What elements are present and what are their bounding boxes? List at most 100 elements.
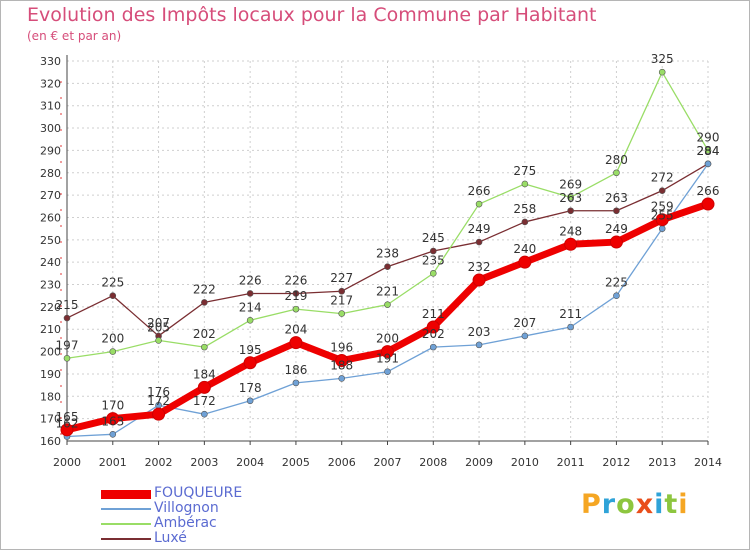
data-label-amberac: 202 xyxy=(193,327,216,341)
proxiti-logo: Proxiti xyxy=(581,489,689,520)
x-tick-label: 2005 xyxy=(282,456,310,469)
x-tick-label: 2003 xyxy=(190,456,218,469)
legend-swatch xyxy=(101,538,151,540)
data-label-fouqueure: 204 xyxy=(284,323,307,337)
data-point-luxe xyxy=(384,263,391,270)
data-label-amberac: 205 xyxy=(147,320,170,334)
data-label-fouqueure: 196 xyxy=(330,341,353,355)
data-label-luxe: 225 xyxy=(101,276,124,290)
data-label-luxe: 245 xyxy=(422,231,445,245)
data-point-villognon xyxy=(109,430,117,438)
logo-letter: x xyxy=(635,489,655,520)
y-tick-label: 260 xyxy=(40,211,61,224)
y-tick-label: 160 xyxy=(40,435,61,448)
data-label-amberac: 221 xyxy=(376,285,399,299)
data-point-luxe xyxy=(475,238,483,246)
y-tick-label: 180 xyxy=(40,390,61,403)
data-point-amberac xyxy=(384,301,391,308)
data-label-fouqueure: 259 xyxy=(651,200,674,214)
data-point-luxe xyxy=(63,314,71,322)
data-point-amberac xyxy=(246,316,254,324)
data-label-luxe: 249 xyxy=(468,222,491,236)
data-point-amberac xyxy=(155,337,162,344)
data-label-luxe: 284 xyxy=(697,144,720,158)
x-tick-label: 2004 xyxy=(236,456,264,469)
data-point-luxe xyxy=(567,207,574,215)
y-tick-label: 240 xyxy=(40,256,61,269)
data-label-amberac: 200 xyxy=(101,332,124,346)
data-point-villognon xyxy=(658,225,666,232)
data-point-villognon xyxy=(246,397,254,405)
data-point-villognon xyxy=(201,410,208,418)
data-label-fouqueure: 249 xyxy=(605,222,628,236)
data-label-villognon: 203 xyxy=(468,325,491,339)
data-label-fouqueure: 266 xyxy=(697,184,720,198)
data-label-villognon: 211 xyxy=(559,307,582,321)
data-label-luxe: 226 xyxy=(239,273,262,287)
grid-layer xyxy=(66,60,709,442)
data-point-villognon xyxy=(292,379,300,387)
data-label-villognon: 225 xyxy=(605,276,628,290)
data-label-villognon: 176 xyxy=(147,385,170,399)
data-label-villognon: 163 xyxy=(101,414,124,428)
y-tick-label: 190 xyxy=(40,368,61,381)
data-point-luxe xyxy=(338,287,346,295)
data-label-fouqueure: 172 xyxy=(147,394,170,408)
data-label-fouqueure: 232 xyxy=(468,260,491,274)
data-label-villognon: 255 xyxy=(651,209,674,223)
data-point-villognon xyxy=(613,292,620,300)
x-tick-label: 2014 xyxy=(694,456,722,469)
logo-letter: r xyxy=(601,489,617,520)
data-point-luxe xyxy=(658,187,666,194)
data-point-luxe xyxy=(521,218,529,226)
data-point-fouqueure xyxy=(426,320,440,334)
data-point-amberac xyxy=(658,68,666,76)
x-tick-label: 2001 xyxy=(99,456,127,469)
data-label-luxe: 215 xyxy=(56,298,79,312)
axis-layer: 160 170 180 190 200 210 220 230 240 250 260 270 280 2… xyxy=(40,55,722,469)
y-tick-label: 220 xyxy=(40,301,61,314)
data-point-fouqueure xyxy=(243,356,257,370)
data-label-fouqueure: 165 xyxy=(56,410,79,424)
data-point-amberac xyxy=(613,169,620,177)
data-point-amberac xyxy=(292,305,300,313)
data-label-amberac: 280 xyxy=(605,153,628,167)
data-point-villognon xyxy=(384,368,391,376)
data-label-luxe: 227 xyxy=(330,271,353,285)
y-tick-label: 290 xyxy=(40,144,61,157)
data-label-amberac: 266 xyxy=(468,184,491,198)
logo-letter: i xyxy=(678,489,689,520)
y-tick-label: 200 xyxy=(40,346,61,359)
x-tick-label: 2007 xyxy=(374,456,402,469)
data-point-amberac xyxy=(567,194,574,201)
data-label-amberac: 235 xyxy=(422,253,445,267)
x-tick-label: 2011 xyxy=(557,456,585,469)
data-point-luxe xyxy=(429,247,437,255)
data-label-amberac: 269 xyxy=(559,177,582,191)
data-label-amberac: 290 xyxy=(697,130,720,144)
data-point-fouqueure xyxy=(381,345,394,359)
data-label-villognon: 191 xyxy=(376,352,399,366)
y-tick-label: 300 xyxy=(40,122,61,135)
data-point-amberac xyxy=(109,348,117,355)
chart-title: Evolution des Impôts locaux pour la Comm… xyxy=(27,4,597,26)
legend-label: FOUQUEURE xyxy=(154,485,243,501)
data-label-fouqueure: 184 xyxy=(193,367,216,381)
y-tick-label: 170 xyxy=(40,413,61,426)
legend-swatch xyxy=(101,490,151,499)
chart-subtitle: (en € et par an) xyxy=(27,29,122,43)
data-point-luxe xyxy=(109,292,117,300)
data-point-amberac xyxy=(429,270,437,277)
logo-letter: o xyxy=(616,489,636,520)
data-label-amberac: 214 xyxy=(239,300,262,314)
data-point-luxe xyxy=(613,207,620,215)
data-label-luxe: 207 xyxy=(147,316,170,330)
series-layer xyxy=(60,68,715,440)
data-label-luxe: 238 xyxy=(376,247,399,261)
logo-letter: t xyxy=(664,489,679,520)
data-label-fouqueure: 170 xyxy=(101,399,124,413)
data-point-amberac xyxy=(521,180,529,188)
data-label-villognon: 186 xyxy=(284,363,307,377)
